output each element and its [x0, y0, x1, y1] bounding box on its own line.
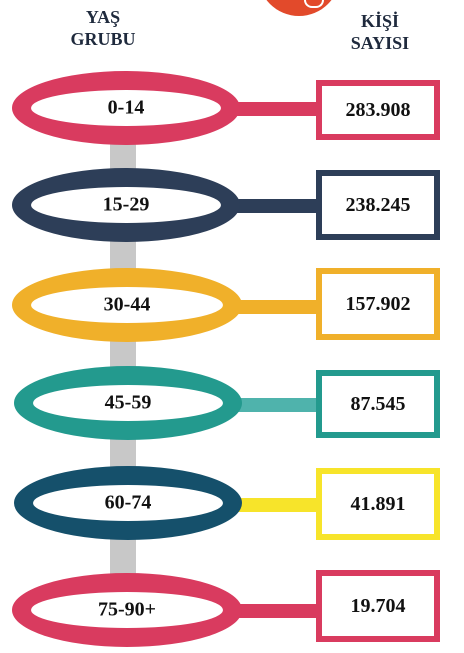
age-label: 75-90+ — [97, 598, 157, 621]
age-label: 0-14 — [107, 96, 145, 119]
count-label: 283.908 — [345, 98, 411, 121]
count-box: 238.245 — [316, 170, 440, 240]
count-box: 19.704 — [316, 570, 440, 642]
age-ring: 75-90+ — [12, 573, 242, 647]
count-box: 87.545 — [316, 370, 440, 438]
age-ring: 45-59 — [14, 366, 242, 440]
count-label: 157.902 — [345, 292, 411, 315]
age-label: 15-29 — [102, 193, 150, 216]
count-header-line1: KİŞİ — [360, 11, 400, 31]
count-box: 157.902 — [316, 268, 440, 340]
count-label: 238.245 — [345, 193, 411, 216]
row-stem — [230, 199, 318, 213]
count-label: 19.704 — [350, 594, 406, 617]
row-stem — [232, 300, 318, 314]
age-label: 30-44 — [103, 293, 151, 316]
row-stem — [232, 498, 318, 512]
count-label: 41.891 — [350, 492, 406, 515]
age-group-header: YAŞ GRUBU — [48, 6, 158, 50]
age-group-header-line2: GRUBU — [70, 29, 136, 49]
row-stem — [232, 398, 318, 412]
count-box: 41.891 — [316, 468, 440, 540]
count-header: KİŞİ SAYISI — [320, 10, 440, 54]
age-ring: 15-29 — [12, 168, 240, 242]
age-group-header-line1: YAŞ — [85, 7, 121, 27]
row-stem — [230, 102, 318, 116]
count-label: 87.545 — [350, 392, 406, 415]
age-ring: 0-14 — [12, 71, 240, 145]
count-box: 283.908 — [316, 80, 440, 140]
age-ring: 60-74 — [14, 466, 242, 540]
row-stem — [232, 604, 318, 618]
age-ring: 30-44 — [12, 268, 242, 342]
age-label: 60-74 — [104, 491, 152, 514]
age-label: 45-59 — [104, 391, 152, 414]
count-header-line2: SAYISI — [350, 33, 410, 53]
